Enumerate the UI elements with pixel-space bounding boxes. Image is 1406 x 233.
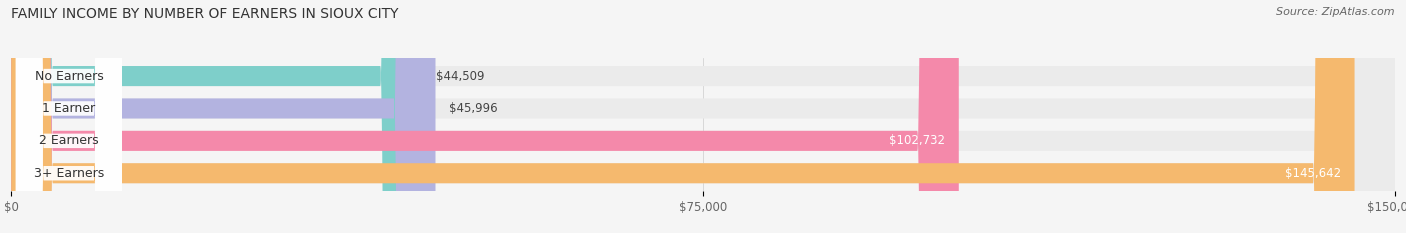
FancyBboxPatch shape — [15, 0, 122, 233]
Text: 1 Earner: 1 Earner — [42, 102, 96, 115]
FancyBboxPatch shape — [15, 0, 122, 233]
Text: $102,732: $102,732 — [889, 134, 945, 147]
FancyBboxPatch shape — [11, 0, 959, 233]
Text: No Earners: No Earners — [35, 70, 103, 82]
Text: FAMILY INCOME BY NUMBER OF EARNERS IN SIOUX CITY: FAMILY INCOME BY NUMBER OF EARNERS IN SI… — [11, 7, 399, 21]
FancyBboxPatch shape — [15, 0, 122, 233]
Text: $145,642: $145,642 — [1285, 167, 1341, 180]
Text: $44,509: $44,509 — [436, 70, 484, 82]
FancyBboxPatch shape — [11, 0, 1395, 233]
Text: 2 Earners: 2 Earners — [39, 134, 98, 147]
Text: $45,996: $45,996 — [450, 102, 498, 115]
FancyBboxPatch shape — [11, 0, 1395, 233]
Text: 3+ Earners: 3+ Earners — [34, 167, 104, 180]
FancyBboxPatch shape — [11, 0, 1354, 233]
FancyBboxPatch shape — [11, 0, 1395, 233]
FancyBboxPatch shape — [11, 0, 422, 233]
FancyBboxPatch shape — [15, 0, 122, 233]
FancyBboxPatch shape — [11, 0, 1395, 233]
FancyBboxPatch shape — [11, 0, 436, 233]
Text: Source: ZipAtlas.com: Source: ZipAtlas.com — [1277, 7, 1395, 17]
